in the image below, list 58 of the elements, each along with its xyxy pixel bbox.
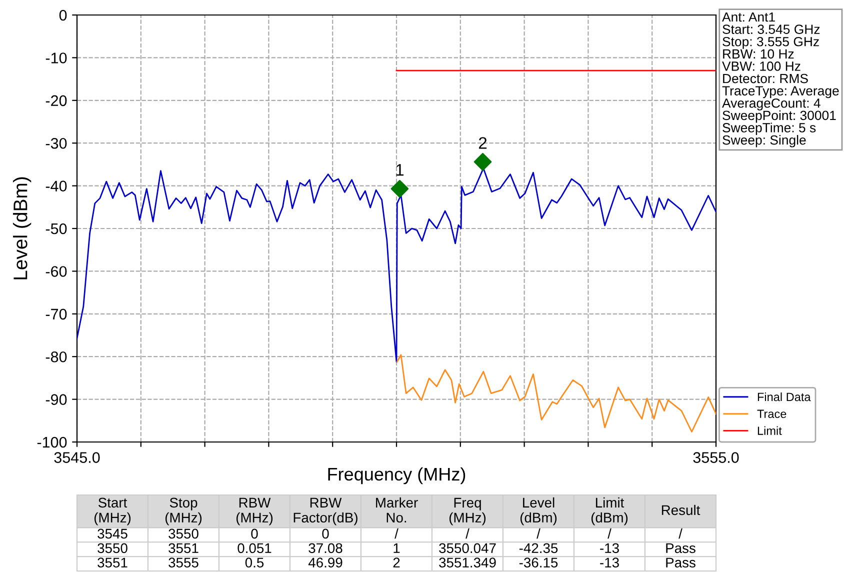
text: / xyxy=(466,528,470,539)
y-tick-label: -90 xyxy=(46,394,67,405)
y-tick-label: -60 xyxy=(46,266,67,277)
text: 3551 xyxy=(168,543,198,554)
text: / xyxy=(536,528,540,539)
text: Freq (MHz) xyxy=(449,498,486,526)
text: / xyxy=(608,528,612,539)
x-tick-label: 3545.0 xyxy=(54,452,100,463)
y-axis-title: Level (dBm) xyxy=(13,177,32,280)
y-tick-label: -40 xyxy=(46,180,67,192)
text: / xyxy=(394,528,398,539)
x-tick-label: 3555.0 xyxy=(693,452,739,463)
legend-label: Final Data xyxy=(758,392,811,402)
text: Level (dBm) xyxy=(520,497,557,526)
text: -13 xyxy=(600,558,619,568)
text: Limit (dBm) xyxy=(591,497,628,526)
text: Result xyxy=(662,504,700,516)
y-tick-label: -10 xyxy=(46,52,67,64)
text: Marker No. xyxy=(376,497,418,523)
text: Start (MHz) xyxy=(94,498,131,526)
text: 0 xyxy=(322,528,329,539)
text: -42.35 xyxy=(519,543,558,554)
text: 3550 xyxy=(98,543,128,554)
text: Pass xyxy=(666,543,696,554)
text: 3551.349 xyxy=(439,558,496,568)
y-tick-label: -30 xyxy=(46,138,67,149)
text: -13 xyxy=(600,543,619,554)
text: Stop (MHz) xyxy=(165,498,202,526)
legend-label: Limit xyxy=(758,426,782,435)
text: 0.051 xyxy=(238,543,272,554)
text: 0.5 xyxy=(245,558,264,568)
text: 3550.047 xyxy=(439,543,496,554)
text: Pass xyxy=(666,558,696,568)
text: 3545 xyxy=(98,528,128,539)
legend-label: Trace xyxy=(757,410,786,418)
text: 3550 xyxy=(168,528,198,539)
text: Ant: Ant1 Start: 3.545 GHz Stop: 3.555 GHz RBW: 10 Hz VBW: 100 Hz Detector: RMS TraceType: Average AverageCount: 4 SweepPoint: 30001 SweepTime: 5 s Sweep: Single xyxy=(722,12,839,148)
line-series xyxy=(396,354,716,432)
text: RBW Factor(dB) xyxy=(294,498,358,526)
y-tick-label: -70 xyxy=(46,308,67,320)
text: 37.08 xyxy=(308,543,342,554)
text: / xyxy=(678,528,682,539)
text: RBW (MHz) xyxy=(236,498,273,526)
text: 3555 xyxy=(168,558,198,568)
x-axis-title: Frequency (MHz) xyxy=(328,467,466,484)
text: 3551 xyxy=(98,558,128,568)
y-tick-label: -50 xyxy=(46,223,67,234)
annotation: 1 xyxy=(396,164,404,176)
y-tick-label: -20 xyxy=(46,95,67,106)
annotation: 2 xyxy=(478,137,487,149)
text: 2 xyxy=(393,558,400,568)
y-tick-label: -80 xyxy=(46,351,67,362)
y-tick-label: -100 xyxy=(37,436,67,448)
text: 46.99 xyxy=(308,558,342,568)
text: -36.15 xyxy=(519,558,558,568)
text: 1 xyxy=(394,543,400,553)
y-tick-label: 0 xyxy=(59,10,67,21)
text: 0 xyxy=(251,528,258,539)
